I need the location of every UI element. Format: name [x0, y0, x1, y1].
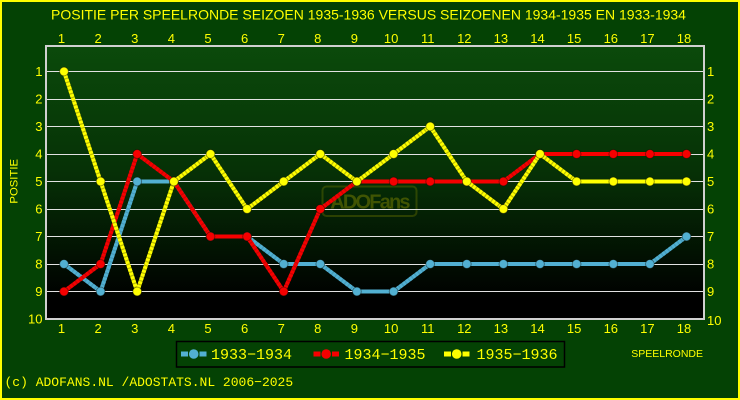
svg-text:8: 8: [35, 257, 42, 272]
svg-text:9: 9: [351, 321, 358, 336]
svg-text:15: 15: [567, 31, 581, 46]
svg-text:16: 16: [604, 321, 618, 336]
svg-text:3: 3: [707, 119, 714, 134]
svg-text:1935−1936: 1935−1936: [477, 347, 558, 364]
svg-text:10: 10: [384, 321, 398, 336]
svg-text:10: 10: [384, 31, 398, 46]
svg-text:18: 18: [677, 321, 691, 336]
svg-text:POSITIE: POSITIE: [9, 159, 21, 204]
svg-text:SPEELRONDE: SPEELRONDE: [631, 348, 703, 360]
svg-text:1: 1: [35, 64, 42, 79]
svg-text:14: 14: [530, 31, 544, 46]
svg-text:18: 18: [677, 31, 691, 46]
svg-text:3: 3: [131, 31, 138, 46]
svg-text:4: 4: [35, 147, 42, 162]
svg-text:1934−1935: 1934−1935: [345, 347, 426, 364]
svg-text:1: 1: [58, 321, 65, 336]
svg-text:4: 4: [168, 31, 175, 46]
svg-text:13: 13: [494, 321, 508, 336]
svg-text:2: 2: [707, 92, 714, 107]
svg-text:16: 16: [604, 31, 618, 46]
svg-text:10: 10: [707, 313, 721, 328]
svg-text:17: 17: [640, 321, 654, 336]
svg-text:8: 8: [314, 31, 321, 46]
svg-text:8: 8: [314, 321, 321, 336]
svg-text:5: 5: [204, 31, 211, 46]
svg-text:11: 11: [421, 31, 435, 46]
svg-text:7: 7: [35, 229, 42, 244]
svg-text:12: 12: [457, 31, 471, 46]
svg-text:7: 7: [278, 31, 285, 46]
svg-text:9: 9: [351, 31, 358, 46]
svg-text:7: 7: [278, 321, 285, 336]
svg-text:2: 2: [94, 321, 101, 336]
svg-text:1: 1: [707, 64, 714, 79]
svg-text:5: 5: [204, 321, 211, 336]
svg-text:6: 6: [35, 202, 42, 217]
svg-text:10: 10: [28, 312, 42, 327]
svg-text:1933−1934: 1933−1934: [211, 347, 292, 364]
svg-text:14: 14: [530, 321, 544, 336]
svg-text:8: 8: [707, 257, 714, 272]
svg-text:11: 11: [421, 321, 435, 336]
svg-text:4: 4: [707, 147, 714, 162]
svg-text:9: 9: [707, 284, 714, 299]
svg-text:2: 2: [94, 31, 101, 46]
svg-text:ADOFans: ADOFans: [330, 192, 410, 214]
svg-text:7: 7: [707, 229, 714, 244]
svg-text:6: 6: [707, 202, 714, 217]
svg-text:6: 6: [241, 31, 248, 46]
svg-text:POSITIE PER SPEELRONDE SEIZOEN: POSITIE PER SPEELRONDE SEIZOEN 1935-1936…: [51, 7, 686, 23]
svg-text:3: 3: [131, 321, 138, 336]
svg-text:9: 9: [35, 284, 42, 299]
svg-text:17: 17: [640, 31, 654, 46]
svg-text:2: 2: [35, 92, 42, 107]
svg-text:3: 3: [35, 119, 42, 134]
svg-text:4: 4: [168, 321, 175, 336]
svg-text:1: 1: [58, 31, 65, 46]
svg-text:15: 15: [567, 321, 581, 336]
svg-text:(c) ADOFANS.NL /ADOSTATS.NL 20: (c) ADOFANS.NL /ADOSTATS.NL 2006−2025: [5, 375, 294, 390]
svg-text:12: 12: [457, 321, 471, 336]
svg-text:5: 5: [707, 174, 714, 189]
svg-text:5: 5: [35, 174, 42, 189]
svg-text:6: 6: [241, 321, 248, 336]
svg-text:13: 13: [494, 31, 508, 46]
